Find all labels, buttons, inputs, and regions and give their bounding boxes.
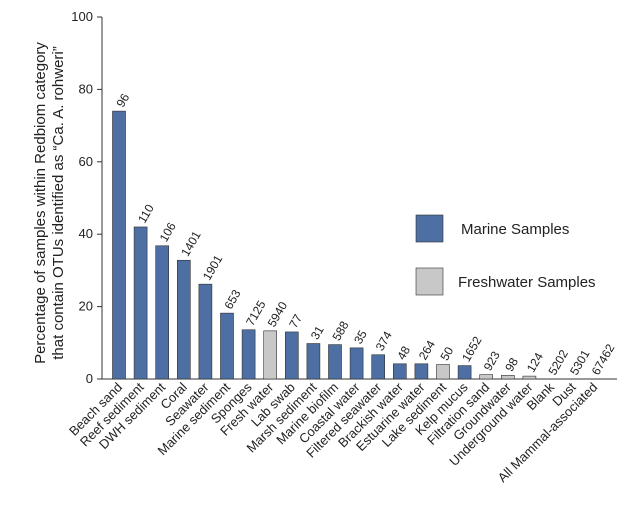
data-label: 5301 bbox=[567, 347, 593, 377]
bar bbox=[241, 329, 256, 380]
bar bbox=[177, 259, 191, 380]
bar bbox=[500, 375, 515, 380]
data-label: 5202 bbox=[545, 347, 571, 377]
bars bbox=[112, 110, 537, 380]
data-label: 98 bbox=[502, 355, 521, 374]
data-label: 110 bbox=[135, 202, 157, 226]
data-label: 5940 bbox=[265, 299, 291, 329]
bar bbox=[306, 343, 321, 380]
data-label: 50 bbox=[437, 344, 456, 363]
data-label: 106 bbox=[157, 220, 179, 245]
data-label: 264 bbox=[416, 338, 438, 363]
bar bbox=[436, 364, 450, 380]
bar bbox=[220, 312, 234, 380]
data-label: 923 bbox=[481, 349, 503, 374]
data-label: 653 bbox=[221, 287, 243, 312]
data-label: 7125 bbox=[243, 298, 269, 328]
y-axis-ticks: 0 20 40 60 80 100 bbox=[71, 9, 102, 386]
bar bbox=[263, 330, 278, 380]
bar bbox=[198, 283, 213, 380]
y-tick-label: 40 bbox=[79, 226, 93, 241]
bar bbox=[349, 347, 364, 380]
bar bbox=[155, 245, 169, 380]
y-tick-label: 20 bbox=[79, 299, 93, 314]
bar bbox=[284, 331, 299, 380]
bar bbox=[133, 226, 148, 380]
y-tick-label: 80 bbox=[79, 81, 93, 96]
bar bbox=[328, 344, 342, 380]
y-tick-label: 0 bbox=[86, 371, 93, 386]
y-axis-title-line-2: that contain OTUs identified as “Ca. A. … bbox=[50, 46, 67, 359]
bar bbox=[392, 363, 407, 380]
bar bbox=[371, 354, 386, 380]
legend-label: Marine Samples bbox=[461, 221, 569, 238]
y-tick-label: 100 bbox=[71, 9, 93, 24]
y-axis-title: Percentage of samples within Redbiom cat… bbox=[32, 42, 67, 364]
data-label: 35 bbox=[351, 328, 370, 347]
legend-swatch bbox=[415, 214, 444, 243]
legend: Marine Samples Freshwater Samples bbox=[415, 214, 596, 296]
data-label: 124 bbox=[524, 350, 546, 375]
data-label: 31 bbox=[308, 323, 327, 342]
data-label: 77 bbox=[286, 312, 305, 331]
bar bbox=[479, 374, 494, 380]
data-label: 67462 bbox=[589, 341, 618, 377]
data-label: 48 bbox=[394, 343, 413, 362]
data-label: 96 bbox=[113, 91, 132, 110]
data-label: 1901 bbox=[200, 252, 226, 282]
legend-swatch bbox=[415, 267, 444, 296]
bar bbox=[522, 375, 537, 380]
data-label: 1401 bbox=[178, 228, 204, 258]
y-axis-title-line-1: Percentage of samples within Redbiom cat… bbox=[32, 42, 49, 364]
legend-label: Freshwater Samples bbox=[458, 274, 596, 291]
bar bbox=[414, 363, 429, 380]
bar bbox=[112, 110, 126, 380]
bar bbox=[457, 365, 472, 380]
data-label: 588 bbox=[329, 318, 351, 343]
data-label: 374 bbox=[373, 329, 395, 354]
y-tick-label: 60 bbox=[79, 154, 93, 169]
data-label: 1652 bbox=[459, 334, 485, 364]
